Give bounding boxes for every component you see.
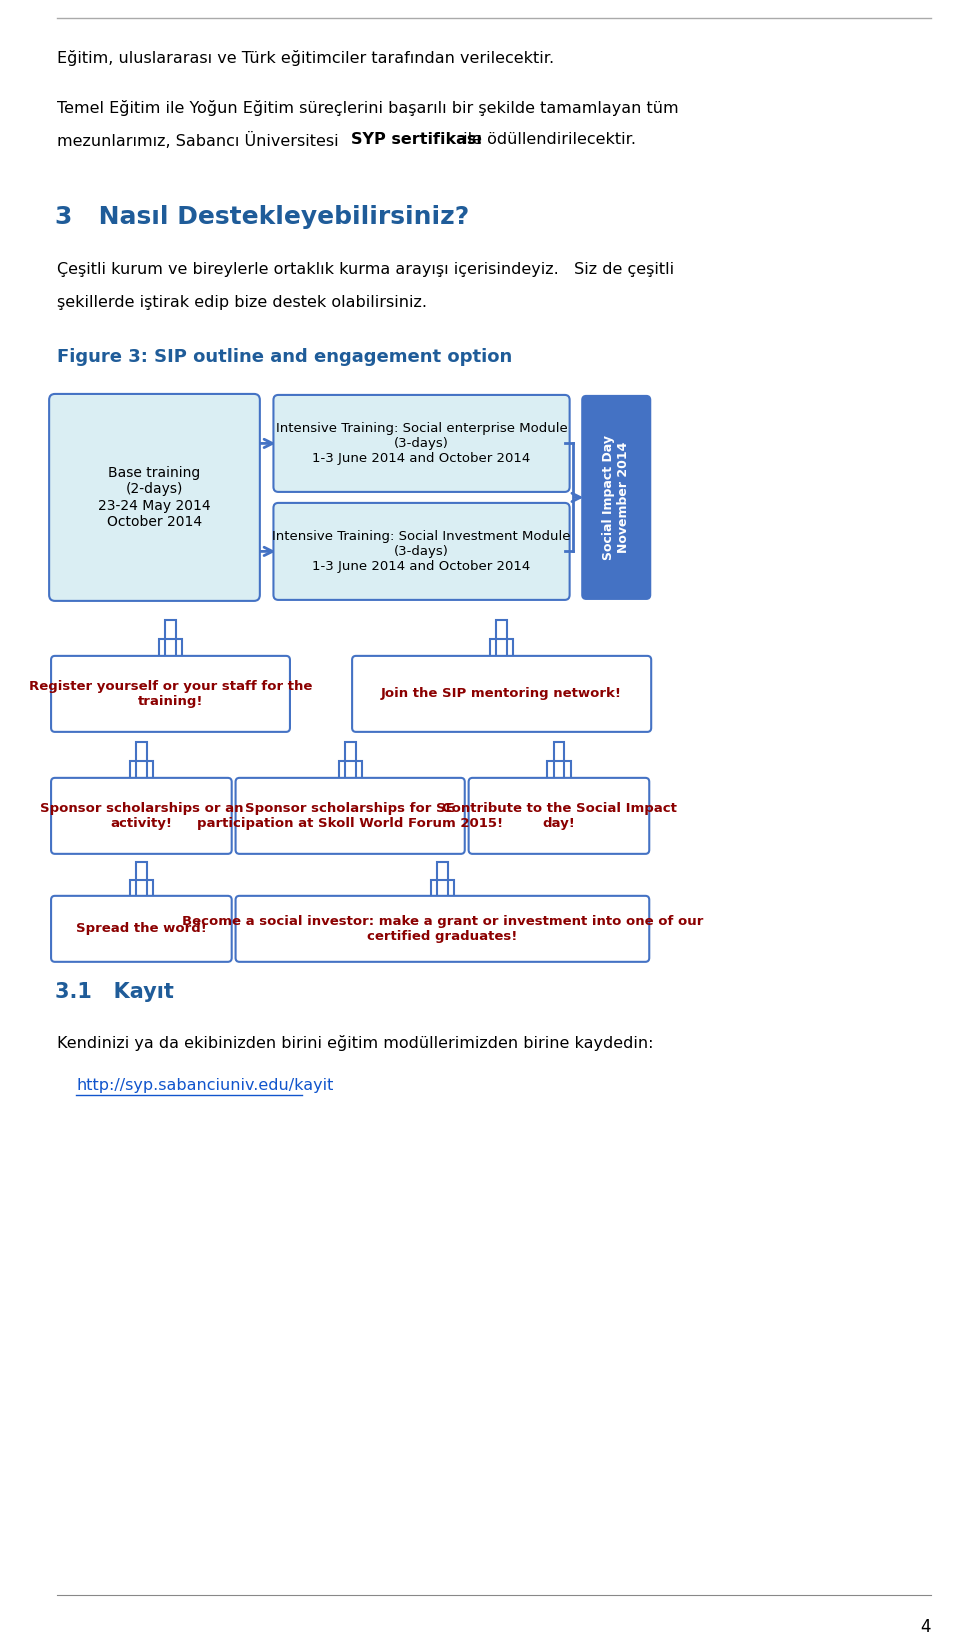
Text: Become a social investor: make a grant or investment into one of our
certified g: Become a social investor: make a grant o… xyxy=(181,914,703,944)
Text: Sponsor scholarships or an
activity!: Sponsor scholarships or an activity! xyxy=(39,802,243,830)
Text: Social Impact Day
November 2014: Social Impact Day November 2014 xyxy=(602,435,630,560)
FancyBboxPatch shape xyxy=(51,778,231,853)
Polygon shape xyxy=(339,742,362,779)
Text: SYP sertifikası: SYP sertifikası xyxy=(351,131,482,148)
Text: ile ödüllendirilecektir.: ile ödüllendirilecektir. xyxy=(458,131,636,148)
Text: Sponsor scholarships for SE
participation at Skoll World Forum 2015!: Sponsor scholarships for SE participatio… xyxy=(197,802,503,830)
FancyBboxPatch shape xyxy=(51,896,231,962)
Text: Kendinizi ya da ekibinizden birini eğitim modüllerimizden birine kaydedin:: Kendinizi ya da ekibinizden birini eğiti… xyxy=(57,1035,654,1050)
Text: Temel Eğitim ile Yoğun Eğitim süreçlerini başarılı bir şekilde tamamlayan tüm: Temel Eğitim ile Yoğun Eğitim süreçlerin… xyxy=(57,100,679,117)
Text: Join the SIP mentoring network!: Join the SIP mentoring network! xyxy=(381,688,622,701)
FancyBboxPatch shape xyxy=(235,778,465,853)
Text: 4: 4 xyxy=(921,1618,931,1636)
Text: Register yourself or your staff for the
training!: Register yourself or your staff for the … xyxy=(29,679,312,707)
Polygon shape xyxy=(130,862,153,898)
FancyBboxPatch shape xyxy=(274,502,569,601)
Text: http://syp.sabanciuniv.edu/kayit: http://syp.sabanciuniv.edu/kayit xyxy=(76,1078,334,1093)
Polygon shape xyxy=(130,742,153,779)
FancyBboxPatch shape xyxy=(51,656,290,732)
FancyBboxPatch shape xyxy=(583,395,650,599)
Polygon shape xyxy=(547,742,570,779)
Text: Çeşitli kurum ve bireylerle ortaklık kurma arayışı içerisindeyiz.   Siz de çeşit: Çeşitli kurum ve bireylerle ortaklık kur… xyxy=(57,263,674,277)
Text: Eğitim, uluslararası ve Türk eğitimciler tarafından verilecektir.: Eğitim, uluslararası ve Türk eğitimciler… xyxy=(57,49,554,66)
Text: şekillerde iştirak edip bize destek olabilirsiniz.: şekillerde iştirak edip bize destek olab… xyxy=(57,295,427,310)
Polygon shape xyxy=(158,620,182,658)
Polygon shape xyxy=(431,862,454,898)
FancyBboxPatch shape xyxy=(235,896,649,962)
Text: Base training
(2-days)
23-24 May 2014
October 2014: Base training (2-days) 23-24 May 2014 Oc… xyxy=(98,466,211,528)
Text: Intensive Training: Social enterprise Module
(3-days)
1-3 June 2014 and October : Intensive Training: Social enterprise Mo… xyxy=(276,422,567,464)
Text: Intensive Training: Social Investment Module
(3-days)
1-3 June 2014 and October : Intensive Training: Social Investment Mo… xyxy=(273,530,571,573)
FancyBboxPatch shape xyxy=(468,778,649,853)
FancyBboxPatch shape xyxy=(49,394,260,601)
Polygon shape xyxy=(490,620,514,658)
FancyBboxPatch shape xyxy=(274,395,569,492)
Text: Contribute to the Social Impact
day!: Contribute to the Social Impact day! xyxy=(442,802,677,830)
FancyBboxPatch shape xyxy=(352,656,651,732)
Text: 3   Nasıl Destekleyebilirsiniz?: 3 Nasıl Destekleyebilirsiniz? xyxy=(55,205,469,230)
Text: Spread the word!: Spread the word! xyxy=(76,922,206,935)
Text: 3.1   Kayıt: 3.1 Kayıt xyxy=(55,981,174,1001)
Text: Figure 3: SIP outline and engagement option: Figure 3: SIP outline and engagement opt… xyxy=(57,348,512,366)
Text: mezunlarımız, Sabancı Üniversitesi: mezunlarımız, Sabancı Üniversitesi xyxy=(57,131,344,149)
